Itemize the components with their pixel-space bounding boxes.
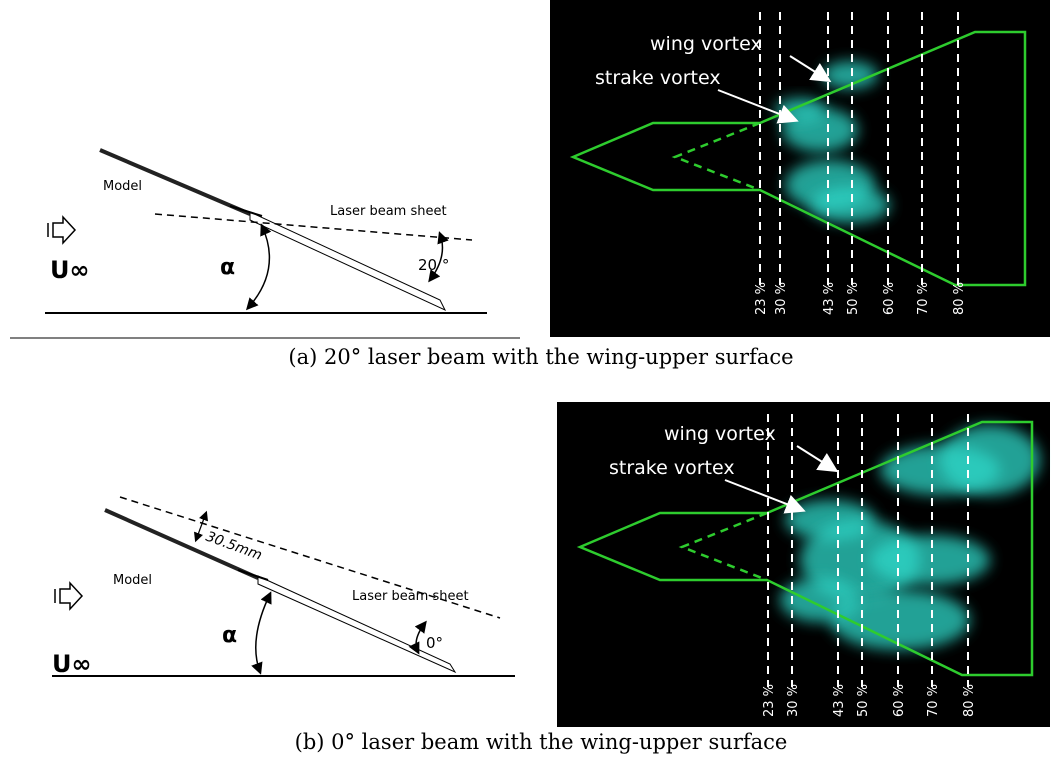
laser-label: Laser beam sheet bbox=[352, 589, 469, 604]
vortex-glow bbox=[810, 187, 890, 223]
vortex-glow bbox=[940, 425, 1040, 495]
station-label: 43 % bbox=[832, 684, 847, 717]
wing-vortex-label: wing vortex bbox=[664, 423, 776, 445]
flow-label: U∞ bbox=[50, 256, 89, 284]
model-label: Model bbox=[103, 179, 142, 194]
flow-visualization: 23 % 30 % 43 % 50 % 60 % 70 % 80 % wing vortex s… bbox=[550, 0, 1050, 337]
vortex-glow bbox=[775, 98, 825, 122]
vortex-glow bbox=[870, 535, 990, 585]
station-label: 30 % bbox=[774, 282, 789, 315]
laser-label: Laser beam sheet bbox=[330, 204, 447, 219]
station-label: 80 % bbox=[952, 282, 967, 315]
station-label: 43 % bbox=[822, 282, 837, 315]
flow-visualization: 23 % 30 % 43 % 50 % 60 % 70 % 80 % wing vortex s… bbox=[557, 402, 1050, 727]
strake-vortex-label: strake vortex bbox=[595, 67, 721, 89]
schematic-b: Model 30.5mm Laser beam sheet 0° α U∞ bbox=[52, 497, 515, 678]
figure: Model Laser beam sheet 20 ° α U∞ Model 3… bbox=[0, 0, 1051, 761]
station-label: 70 % bbox=[916, 282, 931, 315]
alpha-label: α bbox=[220, 255, 235, 280]
station-label: 50 % bbox=[846, 282, 861, 315]
flow-label: U∞ bbox=[52, 650, 91, 678]
wing-vortex-label: wing vortex bbox=[650, 33, 762, 55]
station-label: 23 % bbox=[762, 684, 777, 717]
model-label: Model bbox=[113, 573, 152, 588]
station-label: 60 % bbox=[882, 282, 897, 315]
caption: (a) 20° laser beam with the wing-upper s… bbox=[288, 345, 793, 369]
alpha-label: α bbox=[222, 623, 237, 648]
angle-label: 20 ° bbox=[418, 256, 449, 274]
station-label: 70 % bbox=[926, 684, 941, 717]
station-label: 23 % bbox=[754, 282, 769, 315]
caption: (b) 0° laser beam with the wing-upper su… bbox=[295, 730, 788, 754]
schematic-a: Model Laser beam sheet 20 ° α U∞ bbox=[10, 150, 520, 338]
station-label: 50 % bbox=[856, 684, 871, 717]
angle-label: 0° bbox=[426, 634, 443, 652]
station-label: 30 % bbox=[786, 684, 801, 717]
station-label: 60 % bbox=[892, 684, 907, 717]
station-label: 80 % bbox=[962, 684, 977, 717]
strake-vortex-label: strake vortex bbox=[609, 457, 735, 479]
